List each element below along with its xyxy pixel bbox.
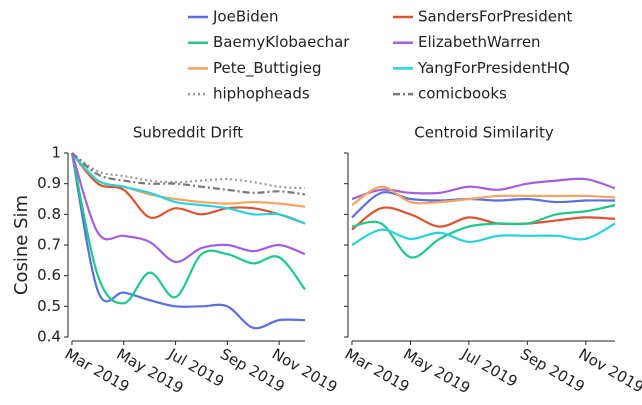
x-tick-label: Mar 2019 [342, 345, 413, 396]
y-tick-label: 0.8 [37, 205, 61, 223]
legend-label: hiphopheads [213, 85, 310, 103]
series-line [71, 152, 306, 196]
legend-label: comicbooks [418, 85, 507, 103]
y-tick-label: 0.9 [37, 174, 61, 192]
legend-label: SandersForPresident [418, 8, 572, 26]
series-line [351, 206, 616, 231]
y-axis-label: Cosine Sim [11, 195, 32, 295]
legend-label: BaemyKlobaechar [213, 33, 350, 51]
series-line [71, 152, 306, 225]
x-tick-label: Sep 2019 [517, 345, 588, 396]
series-line [71, 152, 306, 190]
series-line [70, 152, 306, 263]
series-line [71, 152, 306, 208]
legend-label: ElizabethWarren [418, 33, 541, 51]
chart-title: Subreddit Drift [133, 124, 243, 142]
legend-label: Pete_Buttigieg [213, 59, 322, 78]
series-line [351, 177, 616, 201]
y-tick-label: 0.5 [37, 297, 61, 315]
series-line [351, 204, 616, 259]
x-tick-label: Nov 2019 [576, 345, 642, 397]
series-line [70, 152, 306, 330]
y-tick-label: 1 [51, 144, 61, 162]
legend-label: JoeBiden [212, 8, 279, 26]
y-tick-label: 0.6 [37, 266, 61, 284]
series-line [70, 152, 306, 305]
series-line [71, 152, 306, 225]
chart-title: Centroid Similarity [414, 124, 554, 142]
y-tick-label: 0.7 [37, 236, 61, 254]
series-line [351, 222, 616, 246]
series-line [351, 185, 616, 207]
y-tick-label: 0.4 [37, 328, 61, 346]
legend-label: YangForPresidentHQ [417, 59, 570, 77]
